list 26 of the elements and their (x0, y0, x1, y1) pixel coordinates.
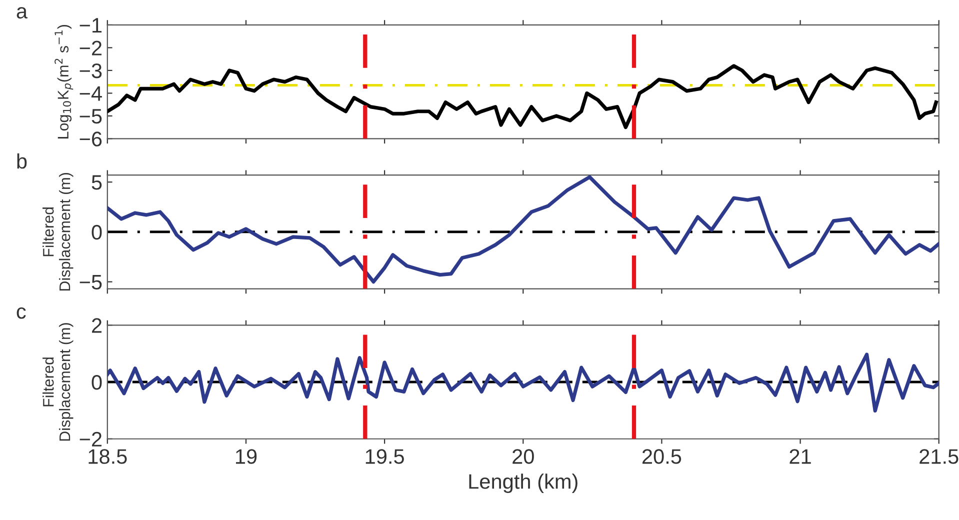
y-tick-label: −1 (80, 18, 102, 33)
y-tick-label: −5 (80, 275, 102, 290)
y-axis-title: Filtered Displacement (m) (42, 323, 74, 441)
chart-title: b (17, 153, 27, 169)
y-tick-label: −3 (80, 63, 102, 78)
x-tick-label: 20 (512, 449, 534, 464)
y-tick-label: 0 (92, 224, 102, 240)
text: Log$_{10}$K$_{p}$(m$^{2}$ s$^{−1}$) (54, 24, 74, 138)
x-tick-label: 21.5 (920, 449, 958, 464)
y-tick-label: −4 (80, 86, 102, 101)
x-tick-label: 19.5 (366, 449, 404, 464)
y-tick-label: 0 (92, 375, 102, 390)
chart-title: c (16, 307, 26, 319)
y-axis-title: Filtered Displacement (m) (42, 173, 74, 291)
y-tick-label: 2 (92, 318, 102, 333)
y-tick-label: −2 (80, 40, 102, 56)
x-tick-label: 19 (236, 449, 257, 464)
y-tick-label: −5 (80, 109, 102, 124)
chart-title: a (16, 7, 28, 19)
y-tick-label: −2 (80, 432, 102, 446)
x-axis-title: Length (km) (469, 474, 578, 493)
x-tick-label: 18.5 (88, 449, 127, 464)
y-tick-label: 5 (92, 175, 102, 190)
x-tick-label: 20.5 (642, 449, 682, 464)
x-tick-label: 21 (790, 449, 811, 464)
y-tick-label: −6 (80, 132, 102, 146)
